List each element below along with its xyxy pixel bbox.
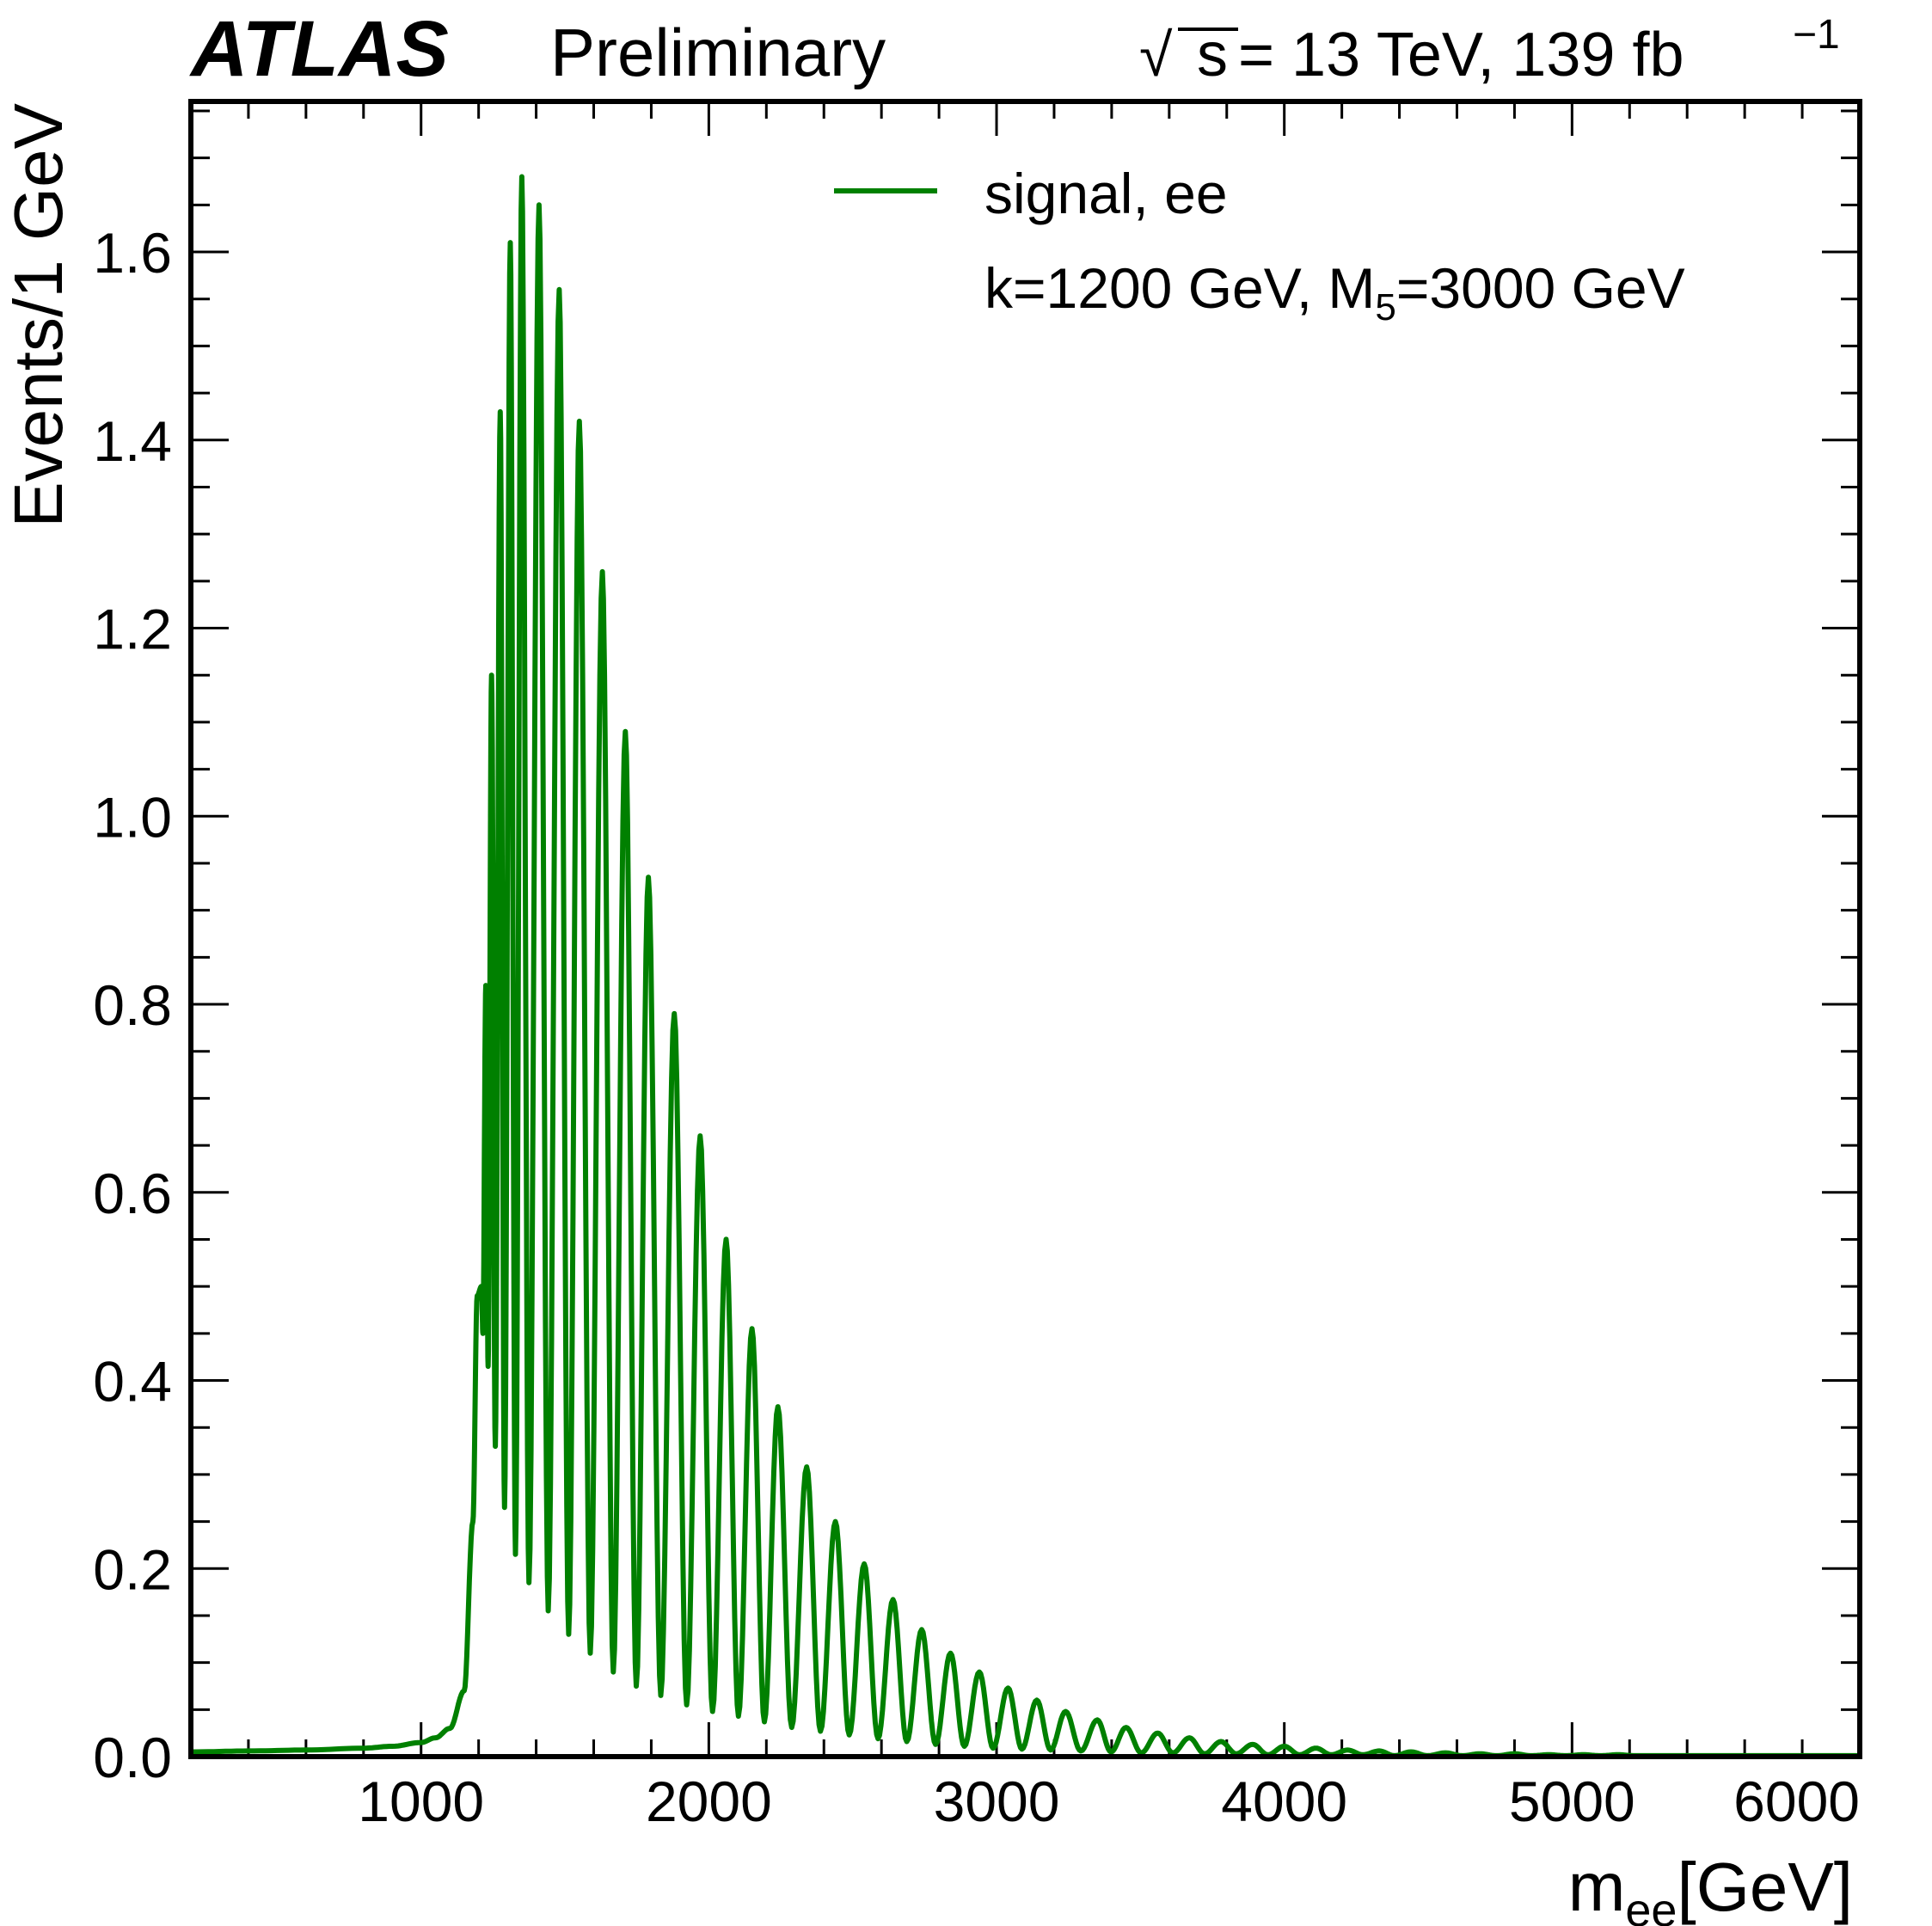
y-tick-label: 1.4	[93, 409, 172, 473]
atlas-label: ATLAS	[189, 5, 449, 93]
legend: signal, ee k=1200 GeV, M5=3000 GeV	[834, 162, 1685, 328]
plot-frame	[188, 99, 1862, 1759]
legend-label-signal: signal, ee	[984, 162, 1228, 225]
x-axis-title-main: m	[1568, 1849, 1626, 1925]
lumi-exponent: −1	[1793, 12, 1840, 58]
x-tick-label: 5000	[1509, 1770, 1635, 1833]
x-tick-label: 4000	[1221, 1770, 1347, 1833]
sqrt-symbol: √	[1139, 21, 1173, 89]
y-tick-label: 1.0	[93, 785, 172, 849]
y-axis-title: Events/1 GeV	[0, 102, 77, 527]
y-tick-label: 0.0	[93, 1726, 172, 1789]
legend-note-prefix: k=1200 GeV, M	[984, 256, 1375, 320]
y-tick-label: 0.2	[93, 1537, 172, 1601]
y-tick-label: 0.4	[93, 1350, 172, 1414]
y-tick-label: 0.8	[93, 973, 172, 1037]
x-axis-title: mee[GeV]	[1568, 1849, 1853, 1926]
x-axis-title-unit: [GeV]	[1677, 1849, 1853, 1925]
x-tick-label: 6000	[1733, 1770, 1860, 1833]
energy-s: s	[1197, 21, 1228, 89]
axis-tick-labels: 1000 2000 3000 4000 5000 6000 0.0 0.2 0.4 0.6 0.8 1…	[93, 221, 1860, 1833]
signal-ee-curve	[191, 174, 1861, 1758]
energy-lumi-text: = 13 TeV, 139 fb	[1238, 21, 1684, 89]
axis-ticks	[191, 101, 1860, 1757]
legend-note-sub: 5	[1375, 286, 1395, 328]
y-tick-label: 0.6	[93, 1162, 172, 1225]
x-axis-title-sub: ee	[1625, 1885, 1677, 1926]
preliminary-label: Preliminary	[550, 15, 886, 90]
energy-lumi-label: √ s = 13 TeV, 139 fb −1	[1139, 12, 1840, 89]
legend-note: k=1200 GeV, M5=3000 GeV	[984, 256, 1685, 328]
x-tick-label: 1000	[358, 1770, 484, 1833]
y-tick-label: 1.2	[93, 598, 172, 661]
x-tick-label: 3000	[934, 1770, 1060, 1833]
legend-note-suffix: =3000 GeV	[1396, 256, 1685, 320]
x-tick-label: 2000	[646, 1770, 772, 1833]
y-tick-label: 1.6	[93, 221, 172, 285]
